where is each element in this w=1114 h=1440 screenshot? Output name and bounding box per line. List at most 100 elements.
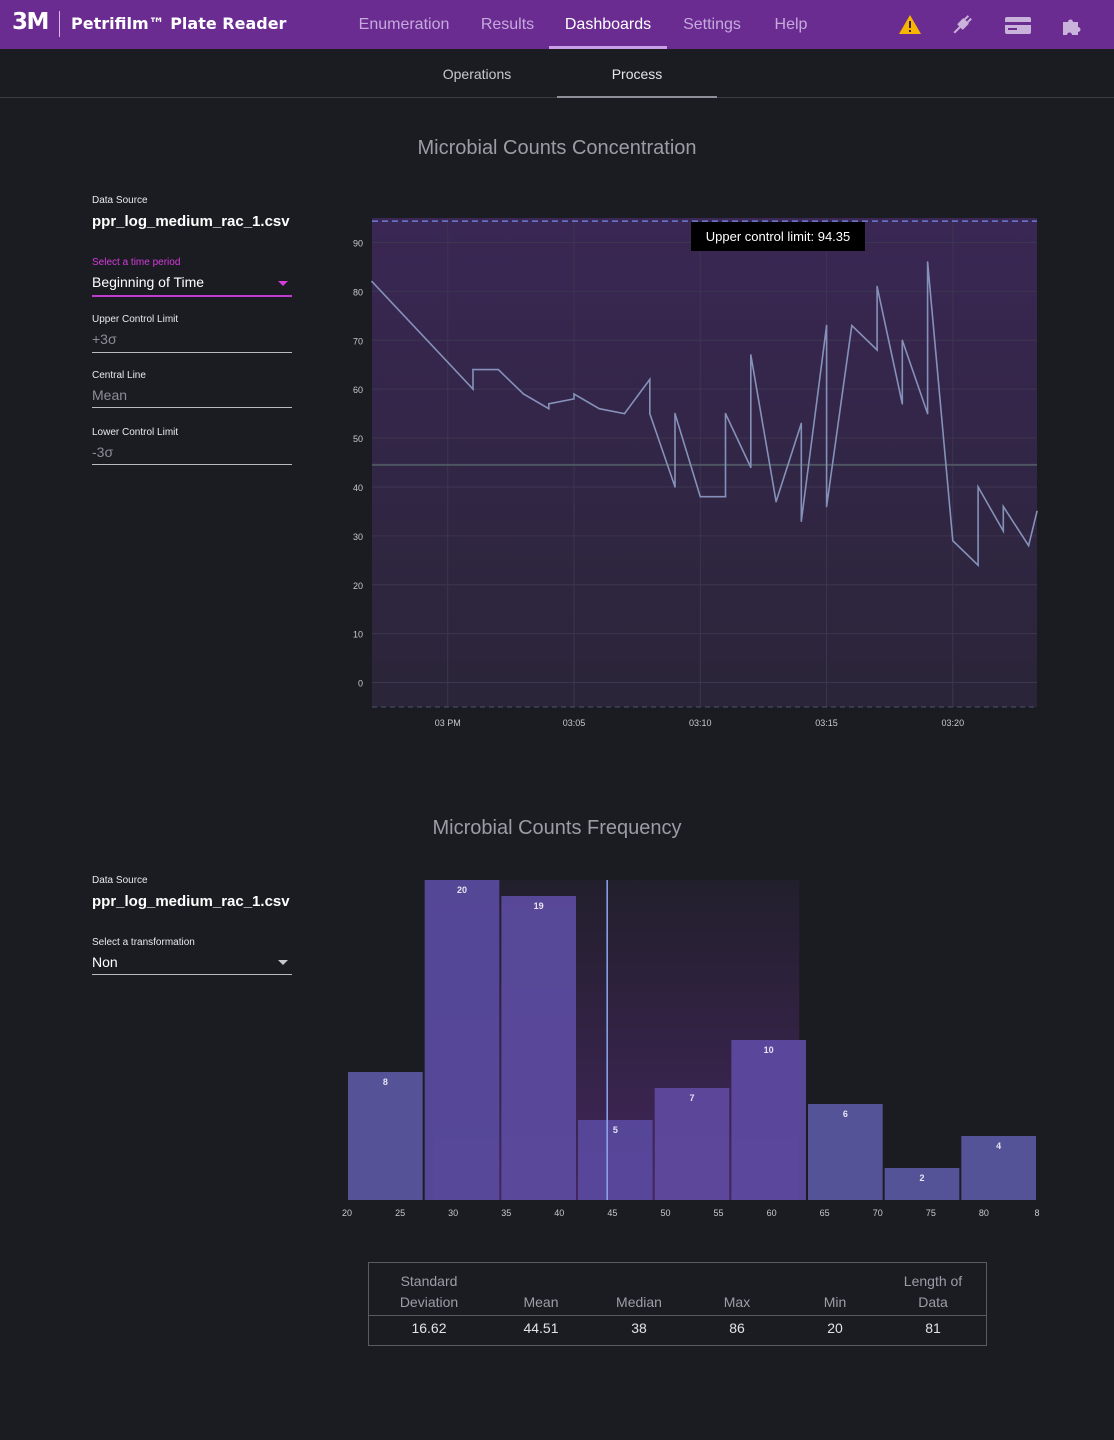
series-line [371,261,1038,568]
histogram-bar [731,1040,806,1200]
y-tick-label: 20 [353,581,363,591]
nav-results[interactable]: Results [480,16,535,33]
nav-settings[interactable]: Settings [683,16,741,33]
histogram-bar [578,1120,653,1200]
histogram-bar [808,1104,883,1200]
y-tick-label: 60 [353,385,363,395]
app-title[interactable]: Petrifilm™ Plate Reader [71,14,287,33]
bar-value-label: 8 [383,1077,388,1087]
data-source-label: Data Source [92,195,148,206]
x-tick-label: 03:20 [942,718,965,728]
bar-value-label: 19 [534,901,544,911]
time-period-select[interactable]: Beginning of Time [92,274,205,290]
x-tick-label: 65 [820,1208,830,1218]
x-tick-label: 03:05 [563,718,586,728]
stats-value-std: 16.62 [411,1320,447,1336]
transformation-underline [92,974,292,975]
x-tick-label: 80 [979,1208,989,1218]
concentration-line-chart: 0 10 20 30 40 50 60 70 80 90 03 PM 03:05 03:10 03:15… [353,218,1038,728]
bar-value-label: 10 [764,1045,774,1055]
x-tick-label: 03:10 [689,718,712,728]
histogram-bar [501,896,576,1200]
ucl-underline [92,352,292,353]
histogram-bar [961,1136,1036,1200]
x-tick-label: 03 PM [435,718,461,728]
logo-divider [59,11,60,37]
bar-value-label: 7 [689,1093,694,1103]
y-tick-label: 10 [353,630,363,640]
stats-header-max: Max [723,1294,751,1310]
x-tick-label: 25 [395,1208,405,1218]
stats-header-std: Standard Deviation [399,1273,459,1310]
y-tick-label: 0 [358,679,363,689]
x-tick-label: 40 [554,1208,564,1218]
transformation-select[interactable]: Non [92,954,118,970]
y-tick-label: 40 [353,483,363,493]
warning-icon[interactable] [898,13,922,37]
data-source-name: ppr_log_medium_rac_1.csv [92,213,290,230]
stats-header-divider [369,1315,986,1316]
bar-value-label: 20 [457,885,467,895]
stats-header-mean: Mean [523,1294,559,1310]
nav-dashboards[interactable]: Dashboards [549,0,667,49]
tab-process[interactable]: Process [557,49,717,98]
nav-enumeration[interactable]: Enumeration [358,16,450,33]
x-tick-label: 03:15 [815,718,838,728]
x-tick-label: 35 [501,1208,511,1218]
histogram-bar [654,1088,730,1200]
lcl-input[interactable]: -3σ [92,444,114,460]
plugin-icon[interactable] [950,13,974,37]
freq-data-source-label: Data Source [92,875,148,886]
x-tick-label: 55 [714,1208,724,1218]
card-icon[interactable] [1004,13,1032,37]
y-tick-label: 80 [353,287,363,297]
frequency-title: Microbial Counts Frequency [432,817,682,839]
puzzle-icon[interactable] [1060,13,1084,37]
time-period-underline [92,295,292,297]
chevron-down-icon[interactable] [278,960,288,965]
bar-value-label: 4 [996,1141,1001,1151]
top-bar: 3M Petrifilm™ Plate Reader Enumeration R… [0,0,1114,49]
central-line-label: Central Line [92,370,146,381]
ucl-label: Upper Control Limit [92,314,179,325]
central-line-underline [92,407,292,408]
stats-header-length: Length of Data [903,1273,963,1310]
time-period-label: Select a time period [92,257,181,268]
stats-value-max: 86 [729,1320,745,1336]
nav-help[interactable]: Help [774,16,808,33]
chevron-down-icon[interactable] [278,281,288,286]
y-tick-label: 50 [353,434,363,444]
sub-nav: Operations Process [0,49,1114,98]
x-tick-label: 20 [342,1208,352,1218]
ucl-tooltip: Upper control limit: 94.35 [691,222,865,251]
histogram-bar [884,1168,960,1200]
bar-value-label: 2 [919,1173,924,1183]
x-tick-label: 45 [607,1208,617,1218]
transformation-label: Select a transformation [92,937,195,948]
frequency-histogram: 8 20 19 5 7 10 6 2 4 20 25 30 35 40 45 50 55 60 65 70 75 80 8 [342,880,1040,1218]
lcl-underline [92,464,292,465]
concentration-title: Microbial Counts Concentration [417,137,697,159]
y-tick-label: 70 [353,336,363,346]
x-tick-label: 30 [448,1208,458,1218]
tooltip-box [691,222,865,251]
freq-data-source-name: ppr_log_medium_rac_1.csv [92,893,290,910]
stats-header-median: Median [616,1294,662,1310]
ucl-input[interactable]: +3σ [92,331,117,347]
stats-value-length: 81 [925,1320,941,1336]
x-tick-label: 60 [767,1208,777,1218]
tab-operations[interactable]: Operations [442,66,512,82]
tooltip-text: Upper control limit: 94.35 [706,229,851,244]
histogram-bar [348,1072,423,1200]
x-tick-label: 50 [660,1208,670,1218]
y-tick-label: 30 [353,532,363,542]
central-line-input[interactable]: Mean [92,387,128,403]
x-tick-label: 70 [873,1208,883,1218]
lcl-label: Lower Control Limit [92,427,179,438]
stats-value-min: 20 [827,1320,843,1336]
plot-area [372,218,1037,707]
stats-value-mean: 44.51 [523,1320,559,1336]
brand-logo[interactable]: 3M [12,9,49,35]
x-tick-label: 75 [926,1208,936,1218]
stats-header-min: Min [823,1294,847,1310]
